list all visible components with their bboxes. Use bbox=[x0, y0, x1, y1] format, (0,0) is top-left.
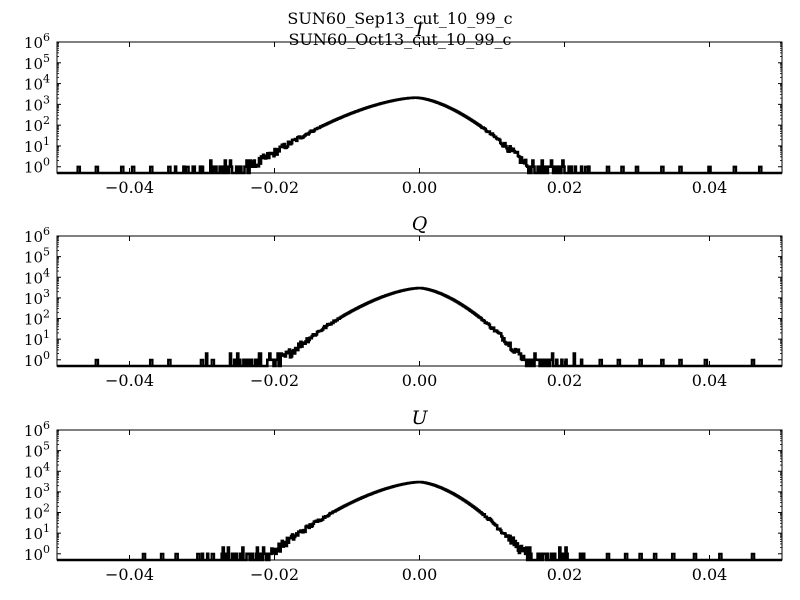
panel-u-xtick-label-4: 0.04 bbox=[692, 565, 728, 584]
panel-i-title: I bbox=[415, 19, 424, 41]
figure-suptitle-line-1: SUN60_Sep13_cut_10_99_c bbox=[287, 9, 513, 28]
panel-i-outlier-3 bbox=[130, 165, 136, 173]
panel-i-outlier-16 bbox=[732, 165, 738, 173]
panel-u-ytick-label-1: 101 bbox=[24, 522, 50, 543]
panel-u-xtick-label-3: 0.02 bbox=[547, 565, 583, 584]
panel-q-xtick-label-2: 0.00 bbox=[402, 371, 438, 390]
panel-i-outlier-5 bbox=[167, 165, 172, 173]
panel-i-outlier-1 bbox=[94, 165, 100, 173]
panel-q-xtick-label-3: 0.02 bbox=[547, 371, 583, 390]
panel-u-outlier-7 bbox=[638, 552, 643, 560]
panel-i-outlier-12 bbox=[634, 165, 640, 173]
panel-q-ytick-label-3: 103 bbox=[24, 287, 50, 308]
panel-q-ytick-label-5: 105 bbox=[24, 246, 50, 267]
panel-q-title: Q bbox=[412, 213, 428, 235]
panel-i-histogram bbox=[57, 96, 782, 175]
panel-i-xtick-label-3: 0.02 bbox=[547, 178, 583, 197]
panel-u-outlier-12 bbox=[750, 552, 756, 560]
panel-q-ytick-label-0: 100 bbox=[24, 349, 50, 370]
panel-i-outlier-2 bbox=[119, 165, 125, 173]
panel-u-outlier-5 bbox=[605, 552, 611, 560]
panel-u-outlier-9 bbox=[670, 552, 676, 560]
panel-i-frame bbox=[56, 41, 783, 174]
panel-u-outlier-11 bbox=[718, 552, 723, 560]
panel-q-outlier-1 bbox=[148, 358, 154, 366]
panel-i-ytick-label-0: 100 bbox=[24, 156, 50, 177]
panel-q-outlier-2 bbox=[167, 358, 172, 366]
panel-u-xtick-label-0: −0.04 bbox=[105, 565, 154, 584]
panel-i-ytick-label-4: 104 bbox=[24, 73, 50, 94]
panel-i-outlier-4 bbox=[148, 165, 154, 173]
panel-i-ytick-label-1: 101 bbox=[24, 135, 50, 156]
panel-q-ytick-label-6: 106 bbox=[24, 225, 50, 246]
panel-i-outlier-7 bbox=[199, 165, 205, 173]
panel-q-outlier-11 bbox=[750, 358, 756, 366]
panel-q-xtick-label-0: −0.04 bbox=[105, 371, 154, 390]
panel-i-ytick-label-6: 106 bbox=[24, 31, 50, 52]
panel-i-outlier-6 bbox=[185, 165, 190, 173]
panel-i-ytick-label-3: 103 bbox=[24, 93, 50, 114]
panel-q-xtick-label-1: −0.02 bbox=[250, 371, 299, 390]
panel-i-ytick-label-2: 102 bbox=[24, 114, 50, 135]
panel-i-xtick-label-4: 0.04 bbox=[692, 178, 728, 197]
panel-u-histogram bbox=[57, 480, 782, 562]
panel-q-outlier-0 bbox=[94, 358, 100, 366]
panel-u-outlier-0 bbox=[141, 552, 147, 560]
panel-q-ytick-label-1: 101 bbox=[24, 328, 50, 349]
panel-u-frame bbox=[56, 429, 783, 561]
panel-i-xtick-label-0: −0.04 bbox=[105, 178, 154, 197]
panel-u-outlier-4 bbox=[210, 552, 216, 560]
panel-u-ytick-label-2: 102 bbox=[24, 502, 50, 523]
panel-u-xtick-label-1: −0.02 bbox=[250, 565, 299, 584]
panel-q-outlier-9 bbox=[678, 358, 683, 366]
panel-q-outlier-3 bbox=[199, 358, 205, 366]
panel-u-ytick-label-4: 104 bbox=[24, 460, 50, 481]
panel-u-outlier-8 bbox=[652, 552, 658, 560]
panel-q-frame bbox=[56, 235, 783, 367]
panel-q-ytick-label-2: 102 bbox=[24, 308, 50, 329]
panel-i-outlier-11 bbox=[620, 165, 625, 173]
panel-u-outlier-10 bbox=[692, 552, 698, 560]
panel-q-outlier-4 bbox=[210, 358, 216, 366]
panel-q-outlier-10 bbox=[703, 358, 709, 366]
panel-i-outlier-10 bbox=[605, 165, 611, 173]
panel-u-ytick-label-3: 103 bbox=[24, 481, 50, 502]
panel-q-ytick-label-4: 104 bbox=[24, 266, 50, 287]
panel-u-ytick-label-5: 105 bbox=[24, 440, 50, 461]
panel-u-outlier-2 bbox=[174, 552, 179, 560]
panel-i-outlier-13 bbox=[660, 165, 665, 173]
panel-q-outlier-6 bbox=[616, 358, 622, 366]
panel-i-ytick-label-5: 105 bbox=[24, 52, 50, 73]
panel-u-title: U bbox=[411, 407, 428, 429]
panel-q-outlier-7 bbox=[638, 358, 643, 366]
panel-i-outlier-8 bbox=[221, 165, 227, 173]
panel-i-xtick-label-1: −0.02 bbox=[250, 178, 299, 197]
panel-i-outlier-14 bbox=[678, 165, 683, 173]
panel-q-outlier-5 bbox=[598, 358, 604, 366]
panel-i-outlier-15 bbox=[707, 165, 712, 173]
panel-u-ytick-label-0: 100 bbox=[24, 543, 50, 564]
panel-u-outlier-6 bbox=[623, 552, 629, 560]
panel-i-outlier-9 bbox=[583, 165, 589, 173]
figure-suptitle-line-2: SUN60_Oct13_cut_10_99_c bbox=[288, 30, 512, 49]
panel-q-xtick-label-4: 0.04 bbox=[692, 371, 728, 390]
panel-q-histogram bbox=[57, 286, 782, 368]
panel-i-outlier-0 bbox=[76, 165, 82, 173]
panel-u-xtick-label-2: 0.00 bbox=[402, 565, 438, 584]
panel-u-outlier-1 bbox=[159, 552, 165, 560]
panel-i-outlier-17 bbox=[757, 165, 763, 173]
panel-u-ytick-label-6: 106 bbox=[24, 419, 50, 440]
panel-u-outlier-3 bbox=[196, 552, 201, 560]
panel-i-xtick-label-2: 0.00 bbox=[402, 178, 438, 197]
panel-q-outlier-8 bbox=[660, 358, 665, 366]
